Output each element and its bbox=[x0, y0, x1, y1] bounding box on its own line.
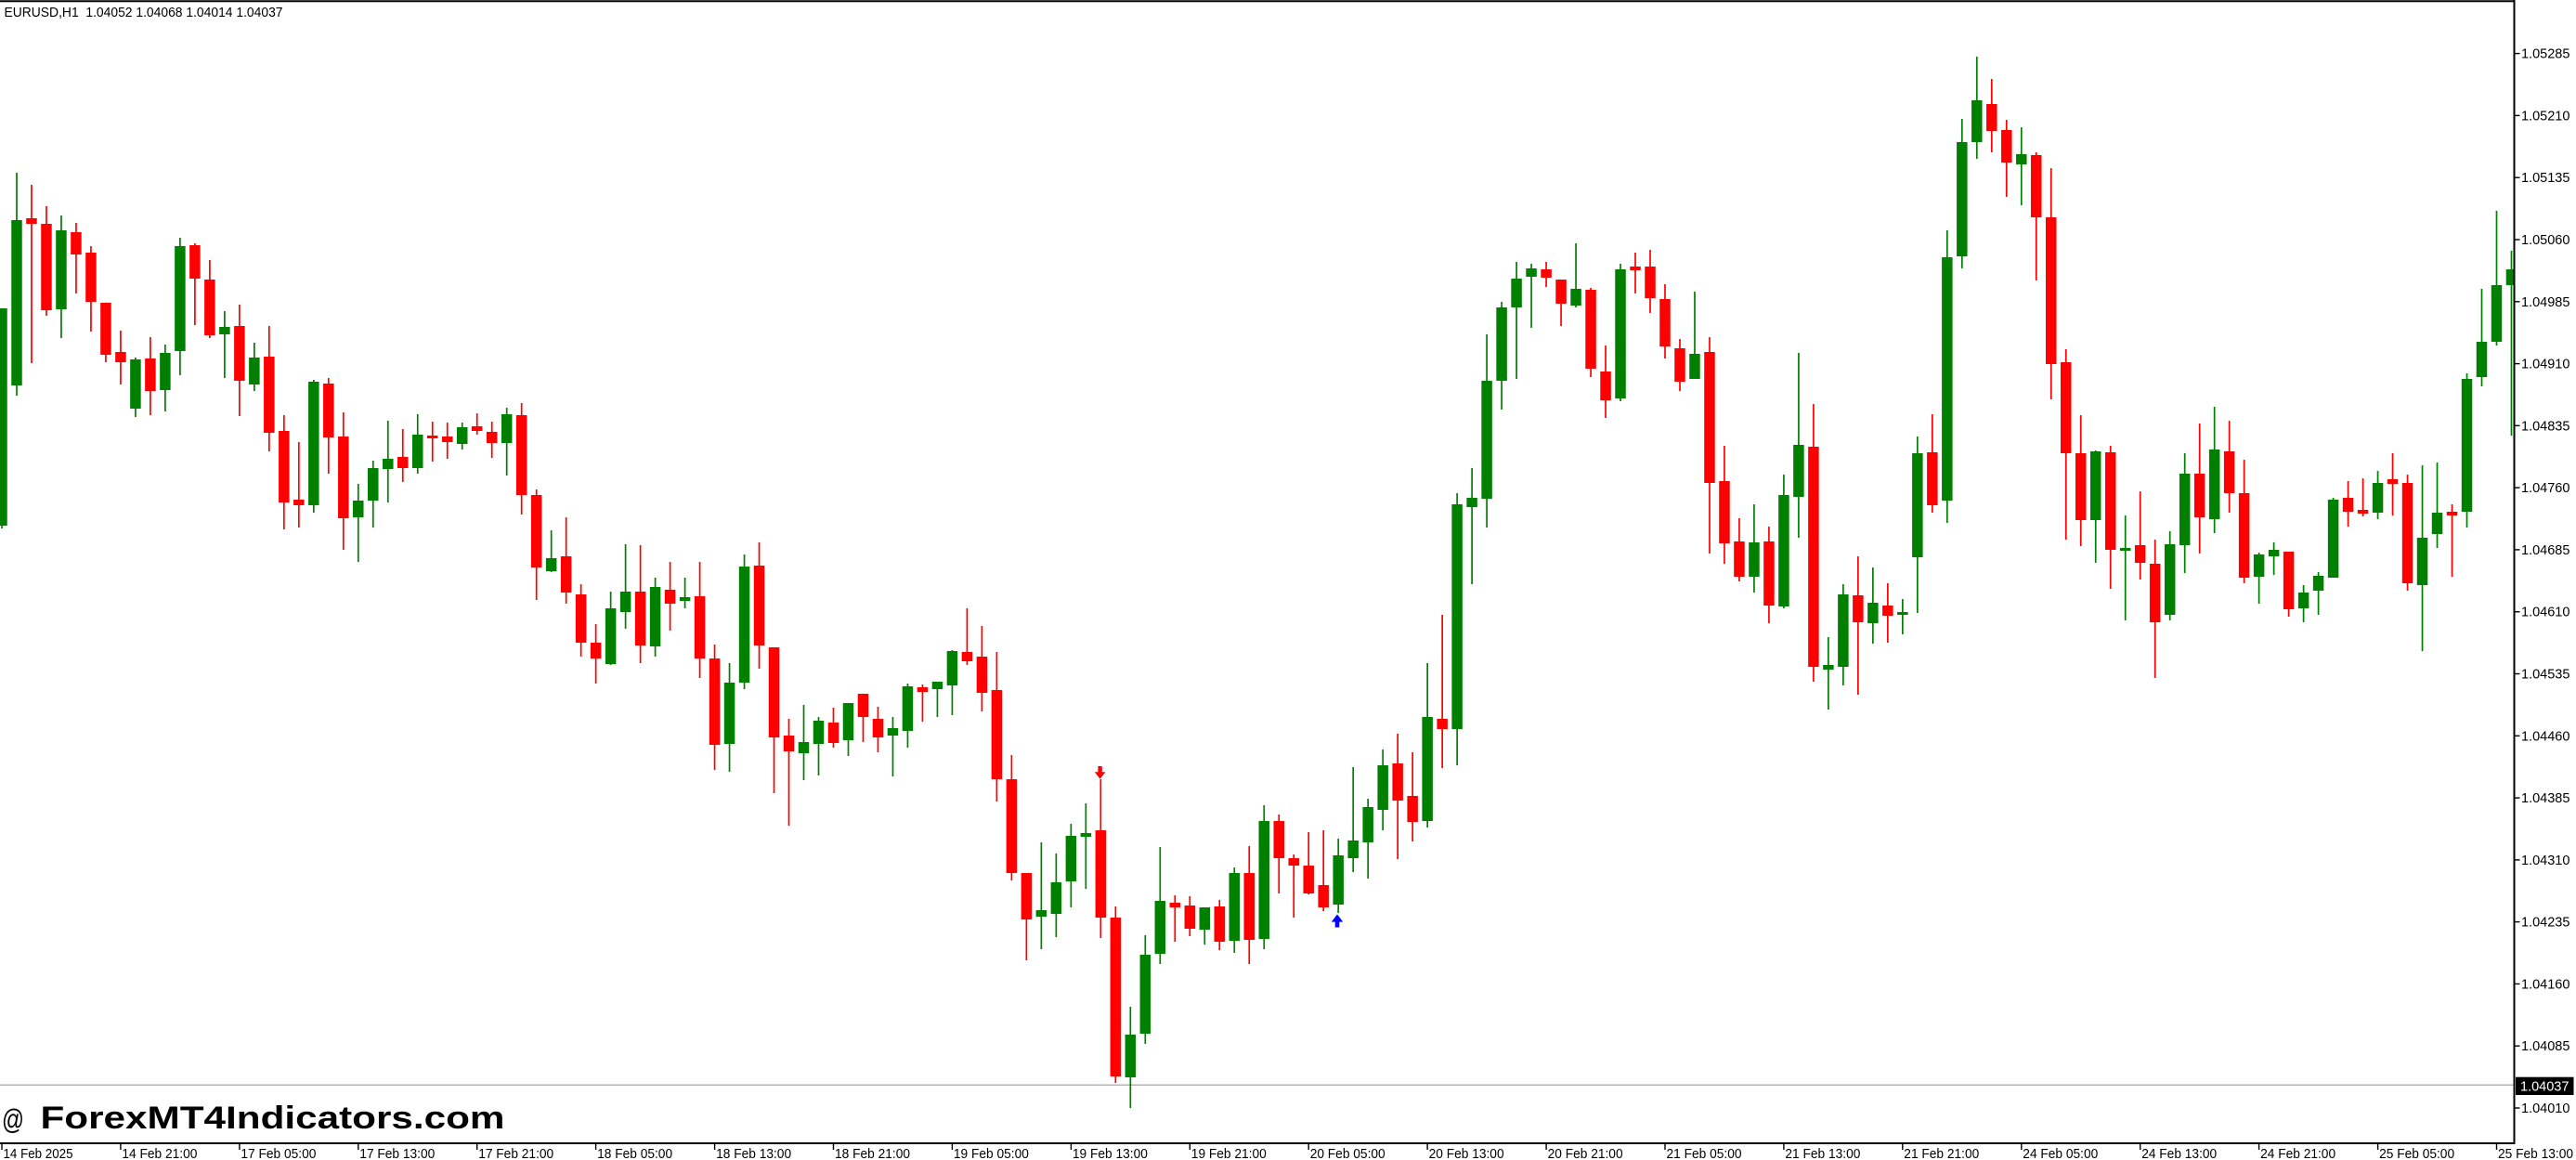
svg-text:1.04385: 1.04385 bbox=[2521, 791, 2569, 806]
svg-text:20 Feb 21:00: 20 Feb 21:00 bbox=[1548, 1147, 1623, 1160]
svg-text:1.04835: 1.04835 bbox=[2521, 419, 2569, 434]
svg-text:1.04085: 1.04085 bbox=[2521, 1039, 2569, 1054]
svg-text:1.04160: 1.04160 bbox=[2521, 977, 2569, 992]
svg-text:1.04535: 1.04535 bbox=[2521, 668, 2569, 683]
svg-text:19 Feb 13:00: 19 Feb 13:00 bbox=[1073, 1147, 1148, 1160]
svg-text:1.05285: 1.05285 bbox=[2521, 47, 2569, 62]
svg-text:1.05135: 1.05135 bbox=[2521, 171, 2569, 186]
svg-text:1.04760: 1.04760 bbox=[2521, 481, 2569, 496]
svg-text:1.05060: 1.05060 bbox=[2521, 233, 2569, 248]
svg-text:1.04235: 1.04235 bbox=[2521, 916, 2569, 931]
svg-text:1.04460: 1.04460 bbox=[2521, 729, 2569, 744]
svg-text:21 Feb 05:00: 21 Feb 05:00 bbox=[1667, 1147, 1742, 1160]
svg-text:18 Feb 05:00: 18 Feb 05:00 bbox=[597, 1147, 672, 1160]
svg-text:18 Feb 13:00: 18 Feb 13:00 bbox=[716, 1147, 791, 1160]
svg-text:17 Feb 13:00: 17 Feb 13:00 bbox=[359, 1147, 435, 1160]
svg-text:20 Feb 05:00: 20 Feb 05:00 bbox=[1310, 1147, 1386, 1160]
svg-text:@: @ bbox=[2, 1103, 24, 1136]
svg-text:1.04985: 1.04985 bbox=[2521, 295, 2569, 310]
svg-text:20 Feb 13:00: 20 Feb 13:00 bbox=[1429, 1147, 1504, 1160]
svg-text:14 Feb 21:00: 14 Feb 21:00 bbox=[122, 1147, 197, 1160]
svg-text:21 Feb 13:00: 21 Feb 13:00 bbox=[1785, 1147, 1860, 1160]
svg-text:18 Feb 21:00: 18 Feb 21:00 bbox=[835, 1147, 910, 1160]
svg-text:19 Feb 05:00: 19 Feb 05:00 bbox=[954, 1147, 1029, 1160]
svg-text:25 Feb 05:00: 25 Feb 05:00 bbox=[2379, 1147, 2454, 1160]
svg-text:24 Feb 05:00: 24 Feb 05:00 bbox=[2023, 1147, 2098, 1160]
svg-text:1.04310: 1.04310 bbox=[2521, 854, 2569, 868]
svg-text:25 Feb 13:00: 25 Feb 13:00 bbox=[2498, 1147, 2573, 1160]
svg-text:1.04037: 1.04037 bbox=[2520, 1080, 2569, 1095]
svg-text:24 Feb 13:00: 24 Feb 13:00 bbox=[2141, 1147, 2217, 1160]
svg-text:1.04910: 1.04910 bbox=[2521, 358, 2569, 372]
svg-text:14 Feb 2025: 14 Feb 2025 bbox=[4, 1147, 73, 1160]
svg-text:17 Feb 05:00: 17 Feb 05:00 bbox=[241, 1147, 316, 1160]
svg-text:1.04685: 1.04685 bbox=[2521, 543, 2569, 558]
svg-text:19 Feb 21:00: 19 Feb 21:00 bbox=[1191, 1147, 1267, 1160]
svg-text:17 Feb 21:00: 17 Feb 21:00 bbox=[478, 1147, 553, 1160]
svg-text:1.05210: 1.05210 bbox=[2521, 109, 2569, 124]
svg-text:1.04010: 1.04010 bbox=[2521, 1101, 2569, 1116]
svg-text:24 Feb 21:00: 24 Feb 21:00 bbox=[2260, 1147, 2335, 1160]
svg-text:EURUSD,H1 1.04052 1.04068 1.0: EURUSD,H1 1.04052 1.04068 1.04014 1.0403… bbox=[5, 6, 283, 20]
svg-text:21 Feb 21:00: 21 Feb 21:00 bbox=[1904, 1147, 1979, 1160]
svg-text:1.04610: 1.04610 bbox=[2521, 606, 2569, 620]
svg-text:ForexMT4Indicators.com: ForexMT4Indicators.com bbox=[41, 1101, 505, 1136]
